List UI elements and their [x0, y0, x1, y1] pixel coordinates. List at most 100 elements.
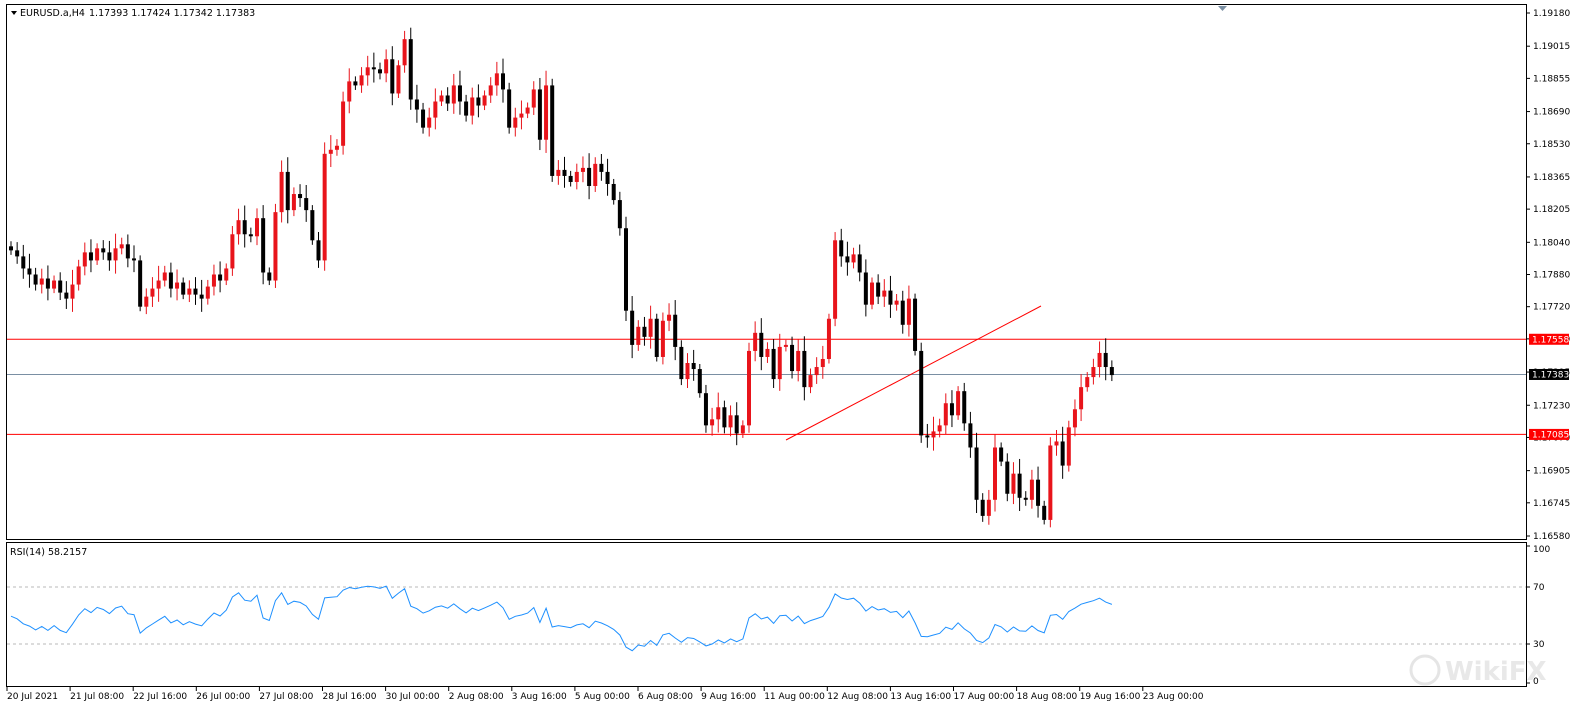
bearish-candle[interactable] — [624, 228, 628, 311]
bullish-candle[interactable] — [494, 73, 499, 86]
bearish-candle[interactable] — [501, 73, 505, 90]
bearish-candle[interactable] — [1036, 479, 1041, 506]
bearish-candle[interactable] — [974, 447, 979, 500]
trend-line[interactable] — [785, 305, 1042, 441]
bearish-candle[interactable] — [611, 183, 616, 201]
bearish-candle[interactable] — [64, 292, 69, 299]
bullish-candle[interactable] — [519, 113, 524, 118]
bullish-candle[interactable] — [427, 117, 432, 128]
bearish-candle[interactable] — [630, 310, 635, 345]
bullish-candle[interactable] — [488, 85, 493, 96]
bullish-candle[interactable] — [710, 419, 715, 426]
bullish-candle[interactable] — [556, 169, 561, 176]
bullish-candle[interactable] — [574, 171, 579, 182]
bullish-candle[interactable] — [531, 89, 536, 108]
bearish-candle[interactable] — [642, 326, 647, 337]
bearish-candle[interactable] — [242, 220, 247, 235]
bearish-candle[interactable] — [1103, 352, 1108, 368]
bearish-candle[interactable] — [1042, 505, 1047, 520]
bearish-candle[interactable] — [168, 272, 173, 289]
bearish-candle[interactable] — [199, 294, 204, 299]
bearish-candle[interactable] — [310, 210, 315, 241]
bearish-candle[interactable] — [888, 290, 893, 305]
bearish-candle[interactable] — [132, 258, 136, 261]
bullish-candle[interactable] — [1091, 367, 1096, 378]
bearish-candle[interactable] — [913, 298, 918, 351]
bullish-candle[interactable] — [402, 39, 407, 66]
bullish-candle[interactable] — [765, 348, 770, 357]
bearish-candle[interactable] — [507, 89, 512, 128]
bearish-candle[interactable] — [1005, 461, 1010, 494]
menu-triangle-icon[interactable] — [11, 11, 17, 15]
bearish-candle[interactable] — [771, 348, 776, 380]
bearish-candle[interactable] — [925, 435, 930, 438]
bullish-candle[interactable] — [870, 282, 874, 305]
bearish-candle[interactable] — [537, 89, 542, 140]
bullish-candle[interactable] — [783, 344, 788, 347]
bullish-candle[interactable] — [820, 358, 825, 368]
bearish-candle[interactable] — [697, 369, 702, 394]
bearish-candle[interactable] — [673, 314, 678, 347]
bullish-candle[interactable] — [230, 234, 235, 269]
bullish-candle[interactable] — [648, 318, 653, 337]
bullish-candle[interactable] — [341, 101, 346, 146]
bearish-candle[interactable] — [457, 85, 462, 102]
bearish-candle[interactable] — [790, 344, 795, 372]
bearish-candle[interactable] — [371, 67, 376, 70]
bearish-candle[interactable] — [88, 252, 93, 261]
bearish-candle[interactable] — [617, 200, 622, 229]
bullish-candle[interactable] — [224, 268, 229, 281]
bullish-candle[interactable] — [580, 167, 585, 172]
bullish-candle[interactable] — [1048, 445, 1053, 520]
bullish-candle[interactable] — [291, 194, 296, 211]
bearish-candle[interactable] — [550, 85, 555, 176]
bearish-candle[interactable] — [27, 268, 32, 275]
bullish-candle[interactable] — [1066, 427, 1071, 466]
bearish-candle[interactable] — [33, 274, 38, 285]
bullish-candle[interactable] — [52, 280, 57, 289]
bearish-candle[interactable] — [138, 260, 143, 307]
bearish-candle[interactable] — [58, 280, 63, 293]
bullish-candle[interactable] — [70, 284, 75, 299]
bearish-candle[interactable] — [949, 403, 954, 416]
bullish-candle[interactable] — [636, 326, 641, 345]
bullish-candle[interactable] — [740, 425, 745, 434]
bullish-candle[interactable] — [931, 431, 936, 438]
bullish-candle[interactable] — [796, 350, 801, 372]
bearish-candle[interactable] — [1023, 497, 1028, 500]
bearish-candle[interactable] — [968, 423, 973, 448]
bullish-candle[interactable] — [882, 290, 887, 297]
bullish-candle[interactable] — [236, 220, 241, 235]
rsi-subwindow-frame[interactable] — [6, 542, 1527, 687]
main-chart-frame[interactable] — [6, 4, 1527, 540]
bullish-candle[interactable] — [1097, 352, 1102, 368]
bearish-candle[interactable] — [599, 163, 604, 172]
bearish-candle[interactable] — [193, 288, 198, 295]
bearish-candle[interactable] — [218, 274, 223, 281]
bullish-candle[interactable] — [39, 278, 44, 285]
bullish-candle[interactable] — [1029, 479, 1034, 500]
bearish-candle[interactable] — [378, 69, 382, 74]
bullish-candle[interactable] — [187, 288, 192, 295]
bullish-candle[interactable] — [814, 367, 819, 376]
bearish-candle[interactable] — [703, 393, 708, 426]
bearish-candle[interactable] — [863, 272, 868, 305]
bullish-candle[interactable] — [396, 65, 401, 94]
bullish-candle[interactable] — [384, 59, 389, 74]
bearish-candle[interactable] — [101, 248, 106, 253]
bearish-candle[interactable] — [568, 175, 573, 182]
bearish-candle[interactable] — [845, 256, 850, 263]
bearish-candle[interactable] — [900, 300, 905, 325]
bearish-candle[interactable] — [421, 109, 426, 128]
bullish-candle[interactable] — [747, 350, 751, 426]
bullish-candle[interactable] — [833, 240, 838, 319]
bearish-candle[interactable] — [476, 97, 481, 106]
bearish-candle[interactable] — [261, 218, 266, 273]
bullish-candle[interactable] — [82, 252, 87, 267]
bullish-candle[interactable] — [777, 346, 782, 380]
bearish-candle[interactable] — [876, 282, 881, 297]
bullish-candle[interactable] — [119, 244, 124, 249]
bullish-candle[interactable] — [851, 254, 856, 263]
bearish-candle[interactable] — [1109, 367, 1114, 376]
